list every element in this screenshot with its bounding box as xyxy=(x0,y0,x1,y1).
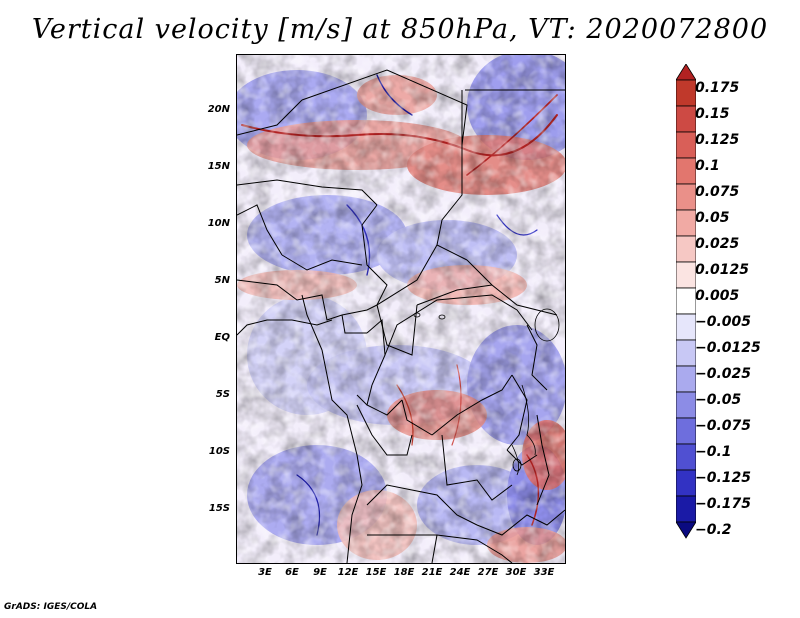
lat-label-20n: 20N xyxy=(207,104,230,115)
colorbar-label: 0.005 xyxy=(695,288,740,304)
lon-label-24e: 24E xyxy=(449,567,471,578)
map-title: Vertical velocity [m/s] at 850hPa, VT: 2… xyxy=(31,14,769,45)
lat-label-10n: 10N xyxy=(207,218,230,229)
lon-label-6e: 6E xyxy=(285,567,299,578)
country-borders xyxy=(237,69,565,563)
lon-label-15e: 15E xyxy=(365,567,387,578)
colorbar-label: −0.005 xyxy=(695,314,752,330)
colorbar-segment xyxy=(676,521,696,539)
colorbar-segment xyxy=(676,131,696,159)
colorbar-segment xyxy=(676,443,696,471)
colorbar-segment xyxy=(676,209,696,237)
colorbar-label: 0.05 xyxy=(695,210,730,226)
colorbar-label: −0.05 xyxy=(695,392,742,408)
colorbar-segment xyxy=(676,79,696,107)
colorbar-label: −0.025 xyxy=(695,366,752,382)
map-plot-area xyxy=(236,54,566,564)
grads-credit: GrADS: IGES/COLA xyxy=(4,602,98,612)
lon-label-33e: 33E xyxy=(533,567,555,578)
colorbar-segment xyxy=(676,287,696,315)
colorbar-segment xyxy=(676,391,696,419)
lat-label-15n: 15N xyxy=(207,161,230,172)
colorbar-label: 0.125 xyxy=(695,132,740,148)
lat-label-5s: 5S xyxy=(215,389,230,400)
colorbar-label: −0.2 xyxy=(695,522,732,538)
colorbar-segment xyxy=(676,235,696,263)
colorbar-label: −0.1 xyxy=(695,444,732,460)
colorbar-segment xyxy=(676,339,696,367)
colorbar-segment xyxy=(676,469,696,497)
lakes xyxy=(413,308,560,476)
colorbar-label: −0.175 xyxy=(695,496,752,512)
velocity-field-map xyxy=(237,55,565,563)
colorbar-label: 0.15 xyxy=(695,106,730,122)
colorbar-segment xyxy=(676,261,696,289)
colorbar-label: 0.0125 xyxy=(695,262,750,278)
lon-label-3e: 3E xyxy=(258,567,272,578)
colorbar-label: 0.1 xyxy=(695,158,720,174)
lat-label-10s: 10S xyxy=(208,446,230,457)
colorbar-segment xyxy=(676,495,696,523)
colorbar-segment xyxy=(676,417,696,445)
lon-label-9e: 9E xyxy=(313,567,327,578)
colorbar-label: 0.175 xyxy=(695,80,740,96)
lat-label-eq: EQ xyxy=(214,332,230,343)
colorbar-label: 0.075 xyxy=(695,184,740,200)
colorbar-segment xyxy=(676,313,696,341)
colorbar-label: −0.125 xyxy=(695,470,752,486)
lon-label-12e: 12E xyxy=(337,567,359,578)
colorbar-label: −0.075 xyxy=(695,418,752,434)
colorbar-segment xyxy=(676,105,696,133)
colorbar-segment xyxy=(676,157,696,185)
lon-label-18e: 18E xyxy=(393,567,415,578)
colorbar xyxy=(676,64,696,539)
lat-label-15s: 15S xyxy=(208,503,230,514)
colorbar-segment xyxy=(676,64,696,81)
lon-label-27e: 27E xyxy=(477,567,499,578)
lon-label-21e: 21E xyxy=(421,567,443,578)
lon-label-30e: 30E xyxy=(505,567,527,578)
colorbar-segment xyxy=(676,183,696,211)
colorbar-label: 0.025 xyxy=(695,236,740,252)
colorbar-segment xyxy=(676,365,696,393)
colorbar-label: −0.0125 xyxy=(695,340,761,356)
lat-label-5n: 5N xyxy=(214,275,230,286)
